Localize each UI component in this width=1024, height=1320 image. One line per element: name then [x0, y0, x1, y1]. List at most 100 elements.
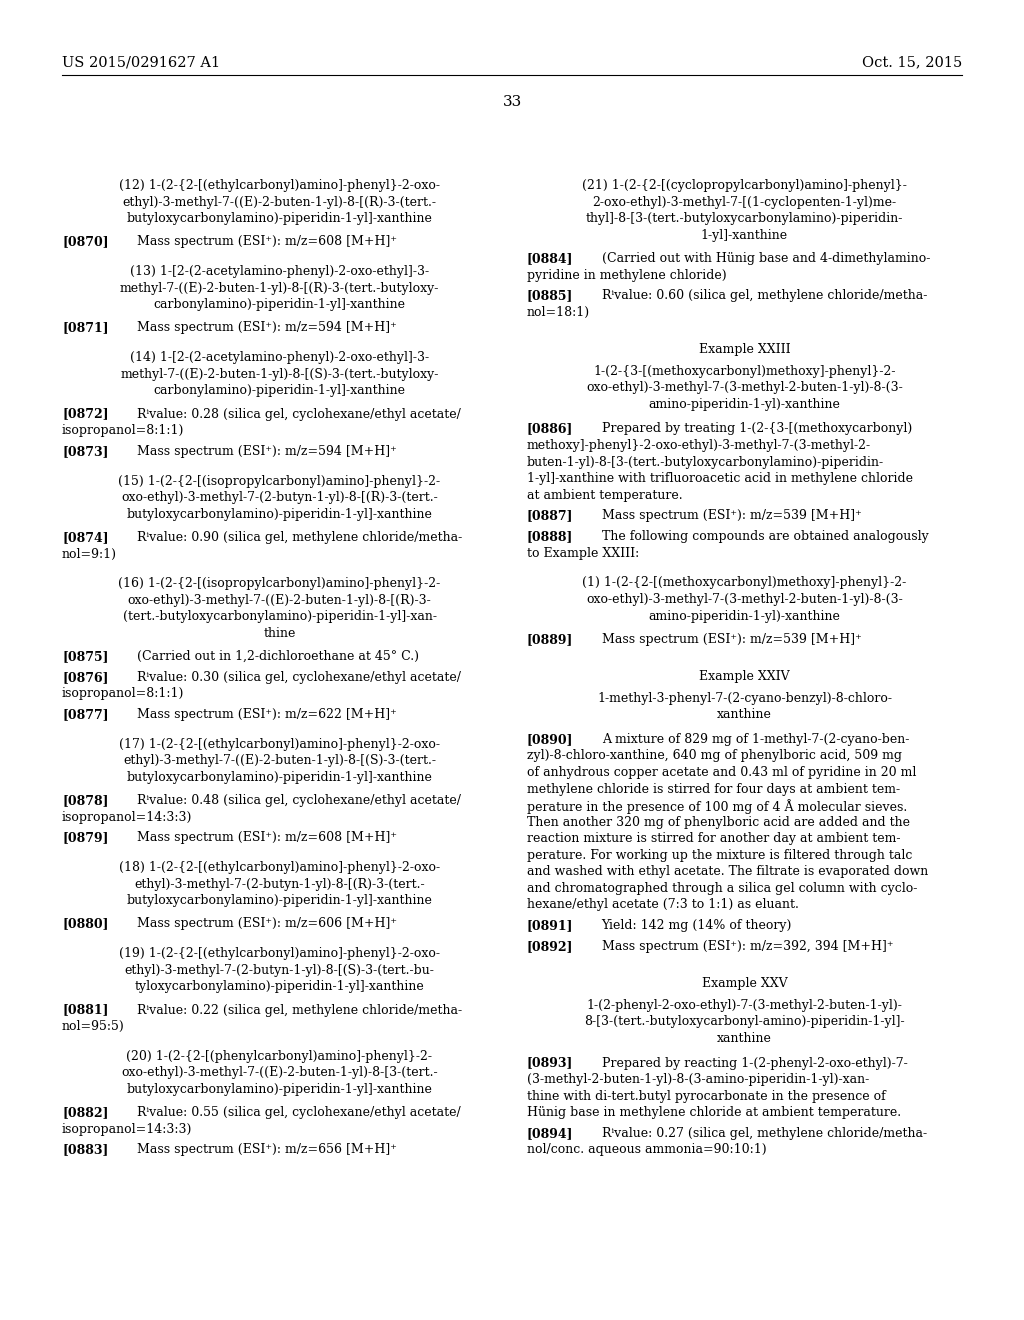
Text: oxo-ethyl)-3-methyl-7-((E)-2-buten-1-yl)-8-[(R)-3-: oxo-ethyl)-3-methyl-7-((E)-2-buten-1-yl)…	[128, 594, 431, 607]
Text: Example XXIV: Example XXIV	[699, 671, 790, 682]
Text: [0874]: [0874]	[62, 531, 109, 544]
Text: ethyl)-3-methyl-7-((E)-2-buten-1-yl)-8-[(S)-3-(tert.-: ethyl)-3-methyl-7-((E)-2-buten-1-yl)-8-[…	[123, 755, 436, 767]
Text: (Carried out in 1,2-dichloroethane at 45° C.): (Carried out in 1,2-dichloroethane at 45…	[136, 651, 419, 663]
Text: amino-piperidin-1-yl)-xanthine: amino-piperidin-1-yl)-xanthine	[648, 397, 841, 411]
Text: [0889]: [0889]	[527, 632, 573, 645]
Text: butyloxycarbonylamino)-piperidin-1-yl]-xanthine: butyloxycarbonylamino)-piperidin-1-yl]-x…	[127, 895, 432, 907]
Text: methyl-7-((E)-2-buten-1-yl)-8-[(S)-3-(tert.-butyloxy-: methyl-7-((E)-2-buten-1-yl)-8-[(S)-3-(te…	[120, 368, 438, 381]
Text: amino-piperidin-1-yl)-xanthine: amino-piperidin-1-yl)-xanthine	[648, 610, 841, 623]
Text: 1-yl]-xanthine with trifluoroacetic acid in methylene chloride: 1-yl]-xanthine with trifluoroacetic acid…	[527, 473, 913, 486]
Text: Rⁱvalue: 0.90 (silica gel, methylene chloride/metha-: Rⁱvalue: 0.90 (silica gel, methylene chl…	[136, 531, 462, 544]
Text: oxo-ethyl)-3-methyl-7-((E)-2-buten-1-yl)-8-[3-(tert.-: oxo-ethyl)-3-methyl-7-((E)-2-buten-1-yl)…	[121, 1067, 438, 1080]
Text: oxo-ethyl)-3-methyl-7-(3-methyl-2-buten-1-yl)-8-(3-: oxo-ethyl)-3-methyl-7-(3-methyl-2-buten-…	[586, 381, 903, 395]
Text: xanthine: xanthine	[717, 1032, 772, 1044]
Text: butyloxycarbonylamino)-piperidin-1-yl]-xanthine: butyloxycarbonylamino)-piperidin-1-yl]-x…	[127, 508, 432, 520]
Text: (16) 1-(2-{2-[(isopropylcarbonyl)amino]-phenyl}-2-: (16) 1-(2-{2-[(isopropylcarbonyl)amino]-…	[119, 577, 440, 590]
Text: [0875]: [0875]	[62, 651, 109, 663]
Text: [0873]: [0873]	[62, 445, 109, 458]
Text: [0888]: [0888]	[527, 531, 573, 543]
Text: thine: thine	[263, 627, 296, 640]
Text: (17) 1-(2-{2-[(ethylcarbonyl)amino]-phenyl}-2-oxo-: (17) 1-(2-{2-[(ethylcarbonyl)amino]-phen…	[119, 738, 440, 751]
Text: perature. For working up the mixture is filtered through talc: perature. For working up the mixture is …	[527, 849, 912, 862]
Text: [0878]: [0878]	[62, 795, 109, 807]
Text: [0893]: [0893]	[527, 1056, 573, 1069]
Text: at ambient temperature.: at ambient temperature.	[527, 488, 683, 502]
Text: buten-1-yl)-8-[3-(tert.-butyloxycarbonylamino)-piperidin-: buten-1-yl)-8-[3-(tert.-butyloxycarbonyl…	[527, 455, 884, 469]
Text: 1-(2-{3-[(methoxycarbonyl)methoxy]-phenyl}-2-: 1-(2-{3-[(methoxycarbonyl)methoxy]-pheny…	[593, 364, 896, 378]
Text: (13) 1-[2-(2-acetylamino-phenyl)-2-oxo-ethyl]-3-: (13) 1-[2-(2-acetylamino-phenyl)-2-oxo-e…	[130, 265, 429, 279]
Text: ethyl)-3-methyl-7-(2-butyn-1-yl)-8-[(R)-3-(tert.-: ethyl)-3-methyl-7-(2-butyn-1-yl)-8-[(R)-…	[134, 878, 425, 891]
Text: (20) 1-(2-{2-[(phenylcarbonyl)amino]-phenyl}-2-: (20) 1-(2-{2-[(phenylcarbonyl)amino]-phe…	[127, 1049, 432, 1063]
Text: (18) 1-(2-{2-[(ethylcarbonyl)amino]-phenyl}-2-oxo-: (18) 1-(2-{2-[(ethylcarbonyl)amino]-phen…	[119, 861, 440, 874]
Text: oxo-ethyl)-3-methyl-7-(3-methyl-2-buten-1-yl)-8-(3-: oxo-ethyl)-3-methyl-7-(3-methyl-2-buten-…	[586, 593, 903, 606]
Text: [0872]: [0872]	[62, 408, 109, 421]
Text: zyl)-8-chloro-xanthine, 640 mg of phenylboric acid, 509 mg: zyl)-8-chloro-xanthine, 640 mg of phenyl…	[527, 750, 902, 763]
Text: tyloxycarbonylamino)-piperidin-1-yl]-xanthine: tyloxycarbonylamino)-piperidin-1-yl]-xan…	[134, 981, 424, 994]
Text: (21) 1-(2-{2-[(cyclopropylcarbonyl)amino]-phenyl}-: (21) 1-(2-{2-[(cyclopropylcarbonyl)amino…	[582, 180, 907, 193]
Text: Mass spectrum (ESI⁺): m/z=606 [M+H]⁺: Mass spectrum (ESI⁺): m/z=606 [M+H]⁺	[136, 917, 396, 931]
Text: Mass spectrum (ESI⁺): m/z=594 [M+H]⁺: Mass spectrum (ESI⁺): m/z=594 [M+H]⁺	[136, 322, 396, 334]
Text: to Example XXIII:: to Example XXIII:	[527, 546, 639, 560]
Text: [0879]: [0879]	[62, 832, 109, 845]
Text: Mass spectrum (ESI⁺): m/z=608 [M+H]⁺: Mass spectrum (ESI⁺): m/z=608 [M+H]⁺	[136, 235, 396, 248]
Text: [0887]: [0887]	[527, 510, 573, 523]
Text: (12) 1-(2-{2-[(ethylcarbonyl)amino]-phenyl}-2-oxo-: (12) 1-(2-{2-[(ethylcarbonyl)amino]-phen…	[119, 180, 440, 193]
Text: nol/conc. aqueous ammonia=90:10:1): nol/conc. aqueous ammonia=90:10:1)	[527, 1143, 767, 1156]
Text: methylene chloride is stirred for four days at ambient tem-: methylene chloride is stirred for four d…	[527, 783, 900, 796]
Text: methoxy]-phenyl}-2-oxo-ethyl)-3-methyl-7-(3-methyl-2-: methoxy]-phenyl}-2-oxo-ethyl)-3-methyl-7…	[527, 440, 871, 451]
Text: [0882]: [0882]	[62, 1106, 109, 1119]
Text: isopropanol=8:1:1): isopropanol=8:1:1)	[62, 424, 184, 437]
Text: 33: 33	[503, 95, 521, 110]
Text: nol=95:5): nol=95:5)	[62, 1020, 125, 1034]
Text: 2-oxo-ethyl)-3-methyl-7-[(1-cyclopenten-1-yl)me-: 2-oxo-ethyl)-3-methyl-7-[(1-cyclopenten-…	[593, 195, 897, 209]
Text: Mass spectrum (ESI⁺): m/z=539 [M+H]⁺: Mass spectrum (ESI⁺): m/z=539 [M+H]⁺	[602, 632, 861, 645]
Text: [0886]: [0886]	[527, 422, 573, 436]
Text: methyl-7-((E)-2-buten-1-yl)-8-[(R)-3-(tert.-butyloxy-: methyl-7-((E)-2-buten-1-yl)-8-[(R)-3-(te…	[120, 281, 439, 294]
Text: [0880]: [0880]	[62, 917, 109, 931]
Text: (Carried out with Hünig base and 4-dimethylamino-: (Carried out with Hünig base and 4-dimet…	[602, 252, 930, 265]
Text: ethyl)-3-methyl-7-(2-butyn-1-yl)-8-[(S)-3-(tert.-bu-: ethyl)-3-methyl-7-(2-butyn-1-yl)-8-[(S)-…	[125, 964, 434, 977]
Text: Rⁱvalue: 0.60 (silica gel, methylene chloride/metha-: Rⁱvalue: 0.60 (silica gel, methylene chl…	[602, 289, 927, 302]
Text: of anhydrous copper acetate and 0.43 ml of pyridine in 20 ml: of anhydrous copper acetate and 0.43 ml …	[527, 766, 916, 779]
Text: nol=9:1): nol=9:1)	[62, 548, 117, 561]
Text: Rⁱvalue: 0.22 (silica gel, methylene chloride/metha-: Rⁱvalue: 0.22 (silica gel, methylene chl…	[136, 1003, 462, 1016]
Text: Rⁱvalue: 0.30 (silica gel, cyclohexane/ethyl acetate/: Rⁱvalue: 0.30 (silica gel, cyclohexane/e…	[136, 671, 461, 684]
Text: (3-methyl-2-buten-1-yl)-8-(3-amino-piperidin-1-yl)-xan-: (3-methyl-2-buten-1-yl)-8-(3-amino-piper…	[527, 1073, 869, 1086]
Text: Oct. 15, 2015: Oct. 15, 2015	[862, 55, 962, 69]
Text: Example XXIII: Example XXIII	[698, 343, 791, 356]
Text: Mass spectrum (ESI⁺): m/z=594 [M+H]⁺: Mass spectrum (ESI⁺): m/z=594 [M+H]⁺	[136, 445, 396, 458]
Text: Prepared by reacting 1-(2-phenyl-2-oxo-ethyl)-7-: Prepared by reacting 1-(2-phenyl-2-oxo-e…	[602, 1056, 907, 1069]
Text: (15) 1-(2-{2-[(isopropylcarbonyl)amino]-phenyl}-2-: (15) 1-(2-{2-[(isopropylcarbonyl)amino]-…	[119, 475, 440, 487]
Text: The following compounds are obtained analogously: The following compounds are obtained ana…	[602, 531, 929, 543]
Text: [0891]: [0891]	[527, 919, 573, 932]
Text: Hünig base in methylene chloride at ambient temperature.: Hünig base in methylene chloride at ambi…	[527, 1106, 901, 1119]
Text: Rⁱvalue: 0.55 (silica gel, cyclohexane/ethyl acetate/: Rⁱvalue: 0.55 (silica gel, cyclohexane/e…	[136, 1106, 461, 1119]
Text: Rⁱvalue: 0.48 (silica gel, cyclohexane/ethyl acetate/: Rⁱvalue: 0.48 (silica gel, cyclohexane/e…	[136, 795, 461, 807]
Text: carbonylamino)-piperidin-1-yl]-xanthine: carbonylamino)-piperidin-1-yl]-xanthine	[154, 384, 406, 397]
Text: butyloxycarbonylamino)-piperidin-1-yl]-xanthine: butyloxycarbonylamino)-piperidin-1-yl]-x…	[127, 213, 432, 226]
Text: [0877]: [0877]	[62, 708, 109, 721]
Text: Mass spectrum (ESI⁺): m/z=392, 394 [M+H]⁺: Mass spectrum (ESI⁺): m/z=392, 394 [M+H]…	[602, 940, 893, 953]
Text: thyl]-8-[3-(tert.-butyloxycarbonylamino)-piperidin-: thyl]-8-[3-(tert.-butyloxycarbonylamino)…	[586, 213, 903, 226]
Text: [0884]: [0884]	[527, 252, 573, 265]
Text: [0894]: [0894]	[527, 1127, 573, 1140]
Text: US 2015/0291627 A1: US 2015/0291627 A1	[62, 55, 220, 69]
Text: Rⁱvalue: 0.28 (silica gel, cyclohexane/ethyl acetate/: Rⁱvalue: 0.28 (silica gel, cyclohexane/e…	[136, 408, 461, 421]
Text: [0871]: [0871]	[62, 322, 109, 334]
Text: butyloxycarbonylamino)-piperidin-1-yl]-xanthine: butyloxycarbonylamino)-piperidin-1-yl]-x…	[127, 1082, 432, 1096]
Text: 1-methyl-3-phenyl-7-(2-cyano-benzyl)-8-chloro-: 1-methyl-3-phenyl-7-(2-cyano-benzyl)-8-c…	[597, 692, 892, 705]
Text: butyloxycarbonylamino)-piperidin-1-yl]-xanthine: butyloxycarbonylamino)-piperidin-1-yl]-x…	[127, 771, 432, 784]
Text: (1) 1-(2-{2-[(methoxycarbonyl)methoxy]-phenyl}-2-: (1) 1-(2-{2-[(methoxycarbonyl)methoxy]-p…	[583, 577, 906, 590]
Text: [0885]: [0885]	[527, 289, 573, 302]
Text: [0892]: [0892]	[527, 940, 573, 953]
Text: [0876]: [0876]	[62, 671, 109, 684]
Text: (14) 1-[2-(2-acetylamino-phenyl)-2-oxo-ethyl]-3-: (14) 1-[2-(2-acetylamino-phenyl)-2-oxo-e…	[130, 351, 429, 364]
Text: Then another 320 mg of phenylboric acid are added and the: Then another 320 mg of phenylboric acid …	[527, 816, 910, 829]
Text: isopropanol=8:1:1): isopropanol=8:1:1)	[62, 688, 184, 701]
Text: Example XXV: Example XXV	[701, 977, 787, 990]
Text: oxo-ethyl)-3-methyl-7-(2-butyn-1-yl)-8-[(R)-3-(tert.-: oxo-ethyl)-3-methyl-7-(2-butyn-1-yl)-8-[…	[121, 491, 438, 504]
Text: Mass spectrum (ESI⁺): m/z=539 [M+H]⁺: Mass spectrum (ESI⁺): m/z=539 [M+H]⁺	[602, 510, 861, 523]
Text: and washed with ethyl acetate. The filtrate is evaporated down: and washed with ethyl acetate. The filtr…	[527, 866, 928, 878]
Text: isopropanol=14:3:3): isopropanol=14:3:3)	[62, 1123, 193, 1135]
Text: ethyl)-3-methyl-7-((E)-2-buten-1-yl)-8-[(R)-3-(tert.-: ethyl)-3-methyl-7-((E)-2-buten-1-yl)-8-[…	[123, 195, 436, 209]
